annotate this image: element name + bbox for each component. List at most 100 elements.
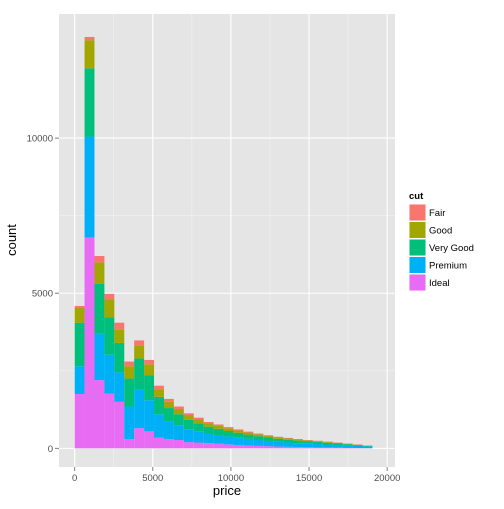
bar-very-good [273, 439, 283, 442]
bar-fair [214, 424, 224, 425]
x-tick-label: 15000 [296, 473, 322, 484]
bar-good [233, 431, 243, 433]
bar-fair [243, 432, 253, 433]
bar-very-good [353, 445, 363, 446]
bar-good [94, 262, 104, 284]
bar-very-good [293, 441, 303, 443]
bar-good [283, 439, 293, 440]
bar-very-good [194, 423, 204, 431]
bar-ideal [313, 447, 323, 448]
bar-very-good [263, 438, 273, 441]
bar-ideal [323, 448, 333, 449]
bar-fair [224, 427, 234, 428]
bar-fair [164, 399, 174, 402]
legend-label-premium: Premium [429, 261, 467, 272]
bar-fair [144, 360, 154, 364]
bar-premium [114, 372, 124, 401]
bar-premium [85, 137, 95, 238]
bar-very-good [154, 397, 164, 414]
bar-premium [333, 445, 343, 448]
bar-very-good [164, 408, 174, 421]
bar-premium [154, 414, 164, 437]
bar-good [293, 440, 303, 441]
bar-very-good [204, 427, 214, 434]
bar-very-good [343, 444, 353, 445]
bar-ideal [333, 448, 343, 449]
bar-premium [293, 443, 303, 447]
bar-good [253, 434, 263, 436]
bar-good [184, 415, 194, 419]
bar-ideal [164, 439, 174, 448]
bar-premium [104, 355, 114, 394]
bar-premium [75, 366, 85, 394]
legend-label-good: Good [429, 226, 452, 237]
bar-ideal [94, 380, 104, 448]
bar-ideal [85, 237, 95, 448]
bar-premium [134, 389, 144, 428]
bar-very-good [283, 440, 293, 443]
legend-key-fair [410, 205, 426, 221]
bar-fair [154, 386, 164, 389]
bar-very-good [313, 442, 323, 444]
bar-good [243, 433, 253, 435]
bar-premium [323, 445, 333, 448]
bar-fair [114, 323, 124, 330]
legend-key-very-good [410, 240, 426, 256]
legend-label-fair: Fair [429, 208, 445, 219]
bar-premium [184, 429, 194, 442]
bar-ideal [253, 446, 263, 448]
bar-premium [243, 439, 253, 446]
bar-very-good [224, 431, 234, 437]
x-axis-label: price [213, 483, 241, 498]
y-axis-label: count [4, 224, 19, 256]
bar-good [124, 366, 134, 378]
bar-good [75, 307, 85, 323]
bar-very-good [333, 443, 343, 444]
bar-ideal [224, 444, 234, 448]
bar-very-good [174, 414, 184, 425]
bar-good [273, 437, 283, 438]
bar-ideal [194, 442, 204, 448]
bar-good [263, 436, 273, 437]
bar-ideal [283, 447, 293, 449]
bar-fair [134, 340, 144, 345]
bar-fair [104, 294, 114, 300]
bar-good [224, 428, 234, 431]
bar-very-good [134, 358, 144, 389]
bar-very-good [253, 436, 263, 440]
bar-premium [283, 442, 293, 446]
bar-ideal [184, 442, 194, 448]
bar-fair [174, 406, 184, 408]
bar-very-good [323, 443, 333, 445]
bar-fair [233, 429, 243, 430]
legend-key-good [410, 222, 426, 238]
bar-premium [263, 441, 273, 446]
bar-good [214, 426, 224, 429]
bar-good [134, 345, 144, 358]
bar-very-good [75, 323, 85, 366]
bar-good [303, 441, 313, 442]
bar-ideal [174, 440, 184, 448]
bar-fair [253, 434, 263, 435]
bar-fair [184, 413, 194, 415]
bar-fair [124, 362, 134, 367]
bar-fair [94, 256, 104, 262]
bar-ideal [273, 447, 283, 449]
legend-label-ideal: Ideal [429, 278, 450, 289]
bar-ideal [124, 439, 134, 448]
bar-ideal [75, 394, 85, 448]
x-tick-label: 5000 [142, 473, 163, 484]
legend-key-premium [410, 257, 426, 273]
bar-fair [194, 418, 204, 420]
bar-fair [293, 439, 303, 440]
bar-very-good [124, 379, 134, 407]
bar-fair [283, 438, 293, 439]
bar-premium [144, 400, 154, 431]
bar-fair [263, 435, 273, 436]
bar-premium [253, 440, 263, 446]
bar-very-good [104, 317, 114, 354]
bar-ideal [233, 445, 243, 448]
bar-ideal [114, 402, 124, 449]
bar-good [333, 443, 343, 444]
